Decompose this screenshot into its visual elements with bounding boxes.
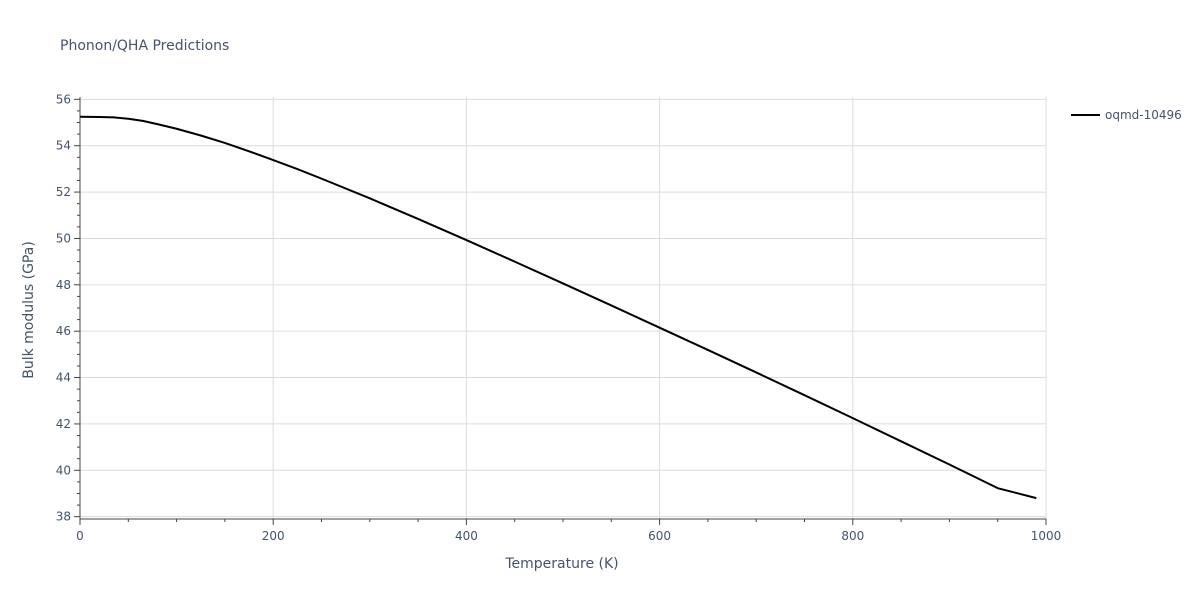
y-tick-label: 48 xyxy=(56,278,71,292)
y-tick-label: 42 xyxy=(56,417,71,431)
legend-item[interactable]: oqmd-10496 xyxy=(1071,108,1182,122)
series-line-0 xyxy=(79,115,1037,500)
x-tick-label: 0 xyxy=(76,529,84,543)
x-tick-label: 1000 xyxy=(1031,529,1062,543)
x-tick-label: 600 xyxy=(648,529,671,543)
x-tick-label: 200 xyxy=(262,529,285,543)
y-tick-label: 52 xyxy=(56,185,71,199)
x-tick-label: 800 xyxy=(841,529,864,543)
y-axis-ticks: 38 40 42 44 46 48 50 52 54 56 xyxy=(56,92,80,524)
y-tick-label: 46 xyxy=(56,324,71,338)
x-axis-label: Temperature (K) xyxy=(504,556,618,572)
y-tick-label: 56 xyxy=(56,92,71,106)
legend-label: oqmd-10496 xyxy=(1105,108,1182,122)
y-axis-label: Bulk modulus (GPa) xyxy=(21,241,37,379)
x-tick-label: 400 xyxy=(455,529,478,543)
x-axis-ticks: 0 200 400 600 800 1000 xyxy=(76,519,1061,543)
y-tick-label: 40 xyxy=(56,463,71,477)
axes xyxy=(79,97,1046,520)
legend[interactable]: oqmd-10496 xyxy=(1071,108,1182,122)
grid-lines xyxy=(80,97,1047,519)
y-tick-label: 54 xyxy=(56,139,71,153)
y-tick-label: 44 xyxy=(56,371,71,385)
chart-title: Phonon/QHA Predictions xyxy=(60,38,229,54)
y-tick-label: 50 xyxy=(56,231,71,245)
y-tick-label: 38 xyxy=(56,510,71,524)
series-layer xyxy=(79,115,1037,500)
